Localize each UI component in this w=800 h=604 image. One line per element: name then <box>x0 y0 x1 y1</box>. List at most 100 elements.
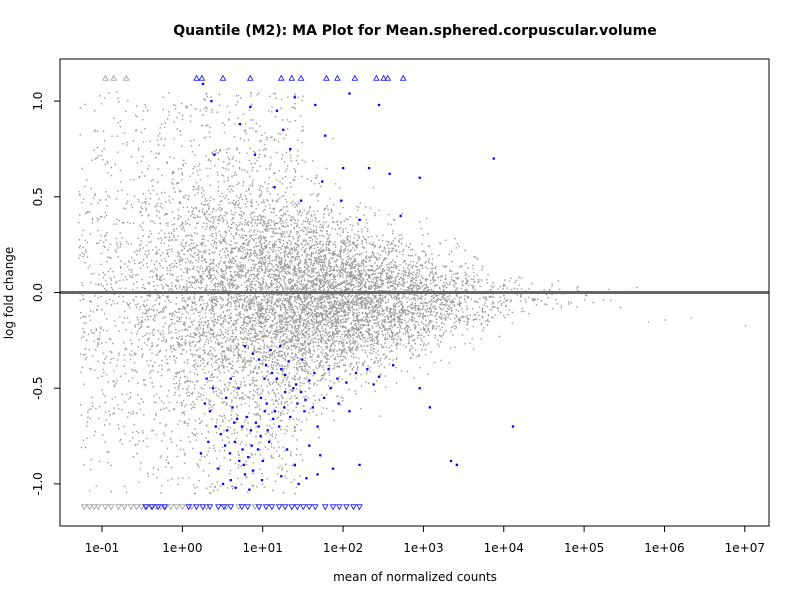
significant-point <box>319 454 322 457</box>
significant-point <box>207 440 210 443</box>
significant-point <box>250 444 253 447</box>
significant-point <box>242 463 245 466</box>
significant-point <box>301 358 304 361</box>
significant-point <box>287 360 290 363</box>
significant-point <box>348 92 351 95</box>
significant-point <box>340 199 343 202</box>
significant-point <box>219 433 222 436</box>
significant-point <box>348 410 351 413</box>
x-tick-label: 1e+06 <box>644 541 684 555</box>
y-tick-label: -0.5 <box>31 376 45 399</box>
clipped-low-marker <box>179 504 186 511</box>
significant-point <box>342 167 345 170</box>
significant-point <box>295 383 298 386</box>
clipped-low-marker <box>321 504 329 511</box>
significant-point <box>282 128 285 131</box>
clipped-low-marker <box>268 504 276 511</box>
significant-point <box>251 352 254 355</box>
clipped-low-marker <box>203 504 210 511</box>
significant-point <box>257 358 261 361</box>
clipped-low-marker <box>300 504 307 511</box>
x-tick-label: 1e+01 <box>243 541 283 555</box>
clipped-low-marker <box>227 504 235 511</box>
significant-point <box>226 429 229 432</box>
clipped-high-marker <box>380 74 387 81</box>
clipped-low-marker <box>121 504 128 511</box>
significant-point <box>329 387 332 390</box>
significant-point <box>248 488 251 491</box>
significant-point <box>289 415 292 419</box>
significant-point <box>272 417 275 420</box>
significant-point <box>234 486 237 489</box>
significant-point <box>249 429 252 432</box>
x-tick-label: 1e+00 <box>162 541 202 555</box>
significant-point <box>345 381 348 384</box>
significant-point <box>367 167 371 170</box>
clipped-high-marker <box>288 74 296 81</box>
clipped-point-markers <box>80 74 407 511</box>
significant-point <box>372 383 375 386</box>
significant-point <box>247 456 250 459</box>
significant-point <box>260 479 264 482</box>
significant-point <box>265 402 268 405</box>
significant-point <box>278 425 281 428</box>
clipped-low-marker <box>185 504 193 511</box>
significant-point <box>399 214 402 218</box>
clipped-low-marker <box>251 504 259 511</box>
clipped-high-marker <box>351 74 359 81</box>
significant-point <box>305 477 308 480</box>
significant-point <box>388 172 391 175</box>
significant-point <box>275 377 279 380</box>
clipped-low-marker <box>167 504 175 511</box>
significant-point <box>428 406 431 409</box>
y-tick-label: 1.0 <box>31 92 45 111</box>
chart-title: Quantile (M2): MA Plot for Mean.sphered.… <box>173 23 656 39</box>
significant-point <box>240 425 244 428</box>
clipped-low-marker <box>127 504 135 511</box>
significant-point <box>233 421 236 424</box>
significant-point <box>243 345 247 348</box>
significant-point <box>261 459 264 463</box>
y-tick-label: 0.5 <box>31 187 45 206</box>
clipped-low-marker <box>356 504 363 511</box>
clipped-low-marker <box>80 504 88 511</box>
significant-point <box>217 467 220 470</box>
significant-point <box>264 364 268 367</box>
significant-point <box>308 379 311 382</box>
significant-point <box>208 410 212 413</box>
significant-point <box>377 375 381 378</box>
significant-point <box>418 387 421 390</box>
y-axis-label: log fold change <box>2 247 16 340</box>
clipped-low-marker <box>311 504 319 511</box>
significant-point <box>211 387 215 390</box>
significant-point <box>327 368 330 371</box>
significant-point <box>273 410 277 413</box>
significant-point <box>354 371 358 375</box>
significant-point <box>511 425 515 428</box>
significant-point <box>256 448 260 451</box>
significant-point <box>455 463 458 466</box>
clipped-low-marker <box>220 504 228 511</box>
clipped-low-marker <box>262 504 270 511</box>
significant-point <box>201 82 205 86</box>
clipped-high-marker <box>323 74 330 81</box>
significant-point <box>299 199 303 202</box>
significant-point <box>336 377 339 380</box>
significant-point <box>266 429 269 432</box>
significant-point <box>270 371 274 375</box>
clipped-low-marker <box>95 504 102 511</box>
x-axis-label: mean of normalized counts <box>333 570 497 584</box>
clipped-low-marker <box>275 504 283 511</box>
significant-point <box>205 377 208 380</box>
significant-point <box>221 482 225 486</box>
clipped-low-marker <box>336 504 343 511</box>
x-tick-label: 1e+07 <box>725 541 765 555</box>
significant-point <box>231 406 234 409</box>
clipped-low-marker <box>173 504 180 511</box>
clipped-high-marker <box>384 74 392 81</box>
significant-point <box>293 463 296 466</box>
clipped-high-marker <box>102 74 109 81</box>
significant-point <box>316 425 319 428</box>
